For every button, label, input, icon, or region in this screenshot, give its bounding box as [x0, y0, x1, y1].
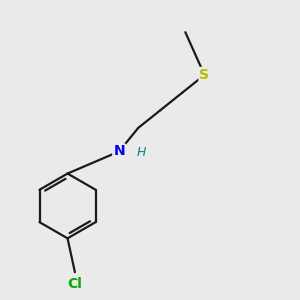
- Text: Cl: Cl: [68, 278, 82, 292]
- Text: H: H: [137, 146, 146, 159]
- Text: N: N: [113, 145, 125, 158]
- Text: S: S: [200, 68, 209, 82]
